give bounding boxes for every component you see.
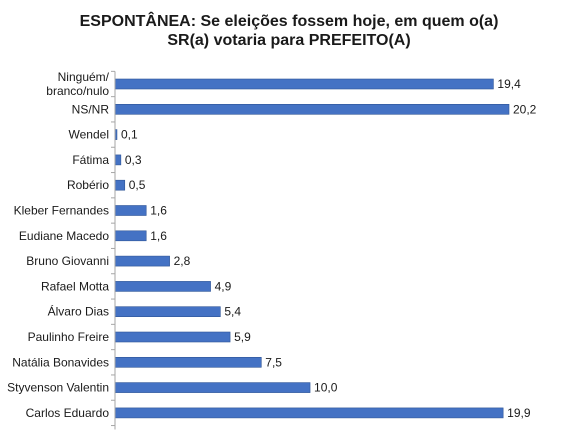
data-label: 1,6 [150,229,167,243]
data-label: 4,9 [215,279,232,293]
data-label: 19,9 [507,406,531,420]
bar [114,205,147,216]
data-label: 0,5 [129,178,146,192]
bar [114,382,311,393]
category-label: Kleber Fernandes [14,204,109,218]
chart-title-line-1: ESPONTÂNEA: Se eleições fossem hoje, em … [79,13,499,30]
bar [114,255,170,267]
bar [114,407,504,419]
category-label: NS/NR [72,102,110,116]
data-label: 2,8 [174,254,191,268]
category-label: Paulinho Freire [28,330,110,344]
category-label: Bruno Giovanni [26,254,109,268]
chart-title-line-2: SR(a) votaria para PREFEITO(A) [167,32,411,49]
bar [114,331,231,343]
category-label: Fátima [72,153,109,167]
category-label: Ninguém/branco/nulo [46,70,109,98]
bar [114,281,211,292]
data-label: 19,4 [497,77,521,91]
category-label: Wendel [69,128,109,142]
category-label: Styvenson Valentin [7,381,109,395]
category-label: Rafael Motta [41,279,109,293]
data-label: 0,3 [125,153,142,167]
data-label: 20,2 [513,102,537,116]
category-label: Eudiane Macedo [19,229,109,243]
data-label: 5,9 [234,330,251,344]
category-label: Robério [67,178,109,192]
bar [114,104,510,115]
category-label: Carlos Eduardo [26,406,110,420]
bar [114,78,494,90]
bar [114,179,126,191]
data-label: 1,6 [150,204,167,218]
category-label: Álvaro Dias [48,304,109,319]
bar [114,154,122,166]
bar [114,306,221,318]
category-label-line: Ninguém/ [58,70,110,84]
category-label-line: branco/nulo [46,84,109,98]
data-label: 0,1 [121,128,138,142]
category-label: Natália Bonavides [12,355,109,369]
bar [114,356,262,368]
data-label: 10,0 [314,381,338,395]
data-label: 7,5 [265,355,282,369]
bar [114,230,147,242]
data-label: 5,4 [224,305,241,319]
chart-title: ESPONTÂNEA: Se eleições fossem hoje, em … [0,12,578,50]
